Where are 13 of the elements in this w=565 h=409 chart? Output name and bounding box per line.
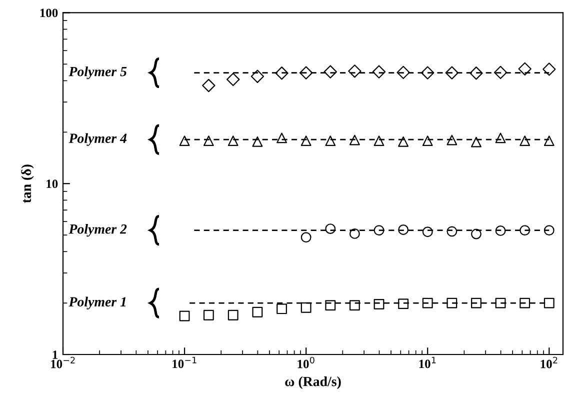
x-tick-label: 10$^{−1}$ [172, 356, 196, 368]
annotation: Polymer 2 [68, 224, 127, 237]
x-axis-title: ω (Rad/s) [285, 376, 341, 390]
annotation: Polymer 1 [68, 296, 126, 310]
x-tick-label: 10$^{1}$ [419, 356, 436, 368]
annotation: Polymer 5 [68, 66, 127, 80]
x-tick-label: 10$^{2}$ [540, 356, 558, 368]
y-tick-label: 100 [40, 8, 58, 18]
annotation: Polymer 4 [68, 133, 127, 146]
y-tick-label: 10 [46, 180, 58, 188]
x-tick-label: 10$^{0}$ [298, 356, 314, 368]
y-axis-title: tan (δ) [21, 164, 34, 203]
y-tick-label: 1 [52, 350, 58, 359]
